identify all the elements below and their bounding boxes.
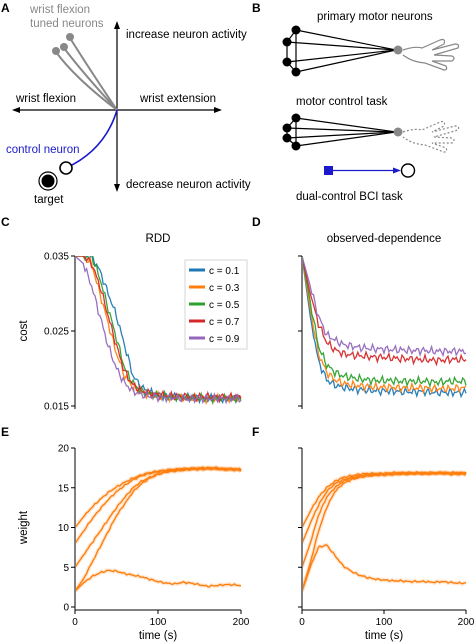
x-tick-label: 0 — [72, 617, 78, 628]
x-axis-label: time (s) — [365, 630, 404, 642]
series-band — [76, 465, 242, 569]
series-band — [303, 542, 467, 592]
series-line — [303, 470, 467, 528]
dashed-hand-icon — [402, 120, 460, 153]
plot-area — [303, 469, 467, 592]
series-line — [303, 257, 467, 389]
series-line — [76, 569, 242, 592]
hand-icon — [402, 38, 460, 71]
a-left-arrow-icon — [12, 107, 20, 113]
y-tick-label: 5 — [63, 563, 69, 574]
series-line — [76, 256, 242, 406]
bci-square-icon — [324, 166, 333, 175]
bci-arrowhead-icon — [393, 167, 401, 174]
panel-letter-d: D — [252, 215, 261, 229]
control-neuron-circle — [59, 161, 73, 175]
panel-letter-c: C — [1, 215, 10, 229]
y-tick-label: 10 — [58, 523, 70, 534]
legend-entry: c = 0.5 — [209, 300, 240, 311]
x-axis-label: time (s) — [139, 630, 178, 642]
x-tick-label: 100 — [150, 617, 167, 628]
x-tick-label: 0 — [299, 617, 305, 628]
legend-entry: c = 0.1 — [209, 266, 240, 277]
target-label: target — [34, 194, 64, 206]
series-band — [76, 465, 242, 529]
y-axis-label: cost — [18, 320, 30, 342]
target-ring — [38, 171, 58, 191]
tuned-neuron-curve-3 — [55, 51, 118, 111]
x-tick-label: 200 — [233, 617, 250, 628]
panel-b: B primary motor neurons mot — [252, 1, 460, 203]
series-line — [303, 257, 467, 367]
plot-area — [76, 464, 242, 593]
tuned-neuron-dot — [66, 33, 74, 41]
plot-area — [303, 257, 467, 399]
b-title-dual-control: dual-control BCI task — [296, 191, 403, 203]
control-neuron-label: control neuron — [6, 144, 80, 156]
plot-area — [76, 256, 242, 406]
legend-entry: c = 0.9 — [209, 334, 240, 345]
b-network-top — [282, 25, 460, 77]
legend-entry: c = 0.3 — [209, 283, 240, 294]
series-band — [303, 469, 467, 529]
a-down-label: decrease neuron activity — [126, 179, 251, 191]
tuned-neuron-dot — [60, 43, 68, 51]
panel-letter-a: A — [1, 1, 10, 15]
tuned-neuron-curve-2 — [63, 47, 118, 111]
series-line — [76, 467, 242, 568]
chart-f-weight: 0 100 200 time (s) — [298, 447, 474, 642]
tuned-label-line2: tuned neurons — [30, 18, 104, 30]
chart-title: observed-dependence — [327, 233, 441, 245]
a-left-label: wrist flexion — [15, 93, 76, 105]
b-title-primary-motor: primary motor neurons — [317, 11, 433, 23]
y-tick-label: 0.035 — [44, 252, 69, 263]
b-network-bottom — [282, 113, 460, 178]
a-down-arrow-icon — [114, 184, 120, 192]
series-line — [303, 258, 467, 399]
panel-letter-b: B — [252, 1, 261, 15]
x-tick-label: 200 — [458, 617, 474, 628]
x-tick-label: 100 — [376, 617, 393, 628]
bci-target-circle — [400, 163, 416, 178]
y-axis-label: weight — [18, 510, 30, 545]
tuned-neuron-dot — [52, 47, 60, 55]
panel-a: A wrist flexion tuned neurons increase n… — [1, 1, 251, 206]
series-band — [76, 568, 242, 593]
b-title-motor-control: motor control task — [296, 96, 388, 108]
y-tick-label: 0.015 — [44, 402, 69, 413]
tuned-label-line1: wrist flexion — [29, 4, 90, 16]
tuned-neuron-curve-1 — [69, 37, 118, 111]
a-right-label: wrist extension — [139, 93, 216, 105]
panel-letter-e: E — [1, 425, 9, 439]
y-tick-label: 20 — [58, 444, 70, 455]
series-line — [303, 257, 467, 358]
series-line — [303, 258, 467, 395]
chart-title: RDD — [146, 233, 171, 245]
chart-d-observed: observed-dependence — [298, 233, 467, 409]
a-right-arrow-icon — [214, 107, 222, 113]
target-dot — [41, 174, 55, 188]
y-tick-label: 15 — [58, 483, 70, 494]
series-line — [76, 466, 242, 528]
chart-c-rdd: 0.015 0.025 0.035 RDD cost c = 0.1 c = 0.3 c = … — [18, 233, 248, 413]
control-neuron-curve — [65, 109, 118, 169]
legend-entry: c = 0.7 — [209, 317, 240, 328]
y-tick-label: 0.025 — [44, 327, 69, 338]
series-line — [303, 544, 467, 591]
a-up-label: increase neuron activity — [126, 29, 247, 41]
a-up-arrow-icon — [114, 21, 120, 29]
series-line — [76, 256, 242, 405]
panel-letter-f: F — [252, 425, 259, 439]
y-tick-label: 0 — [63, 603, 69, 614]
